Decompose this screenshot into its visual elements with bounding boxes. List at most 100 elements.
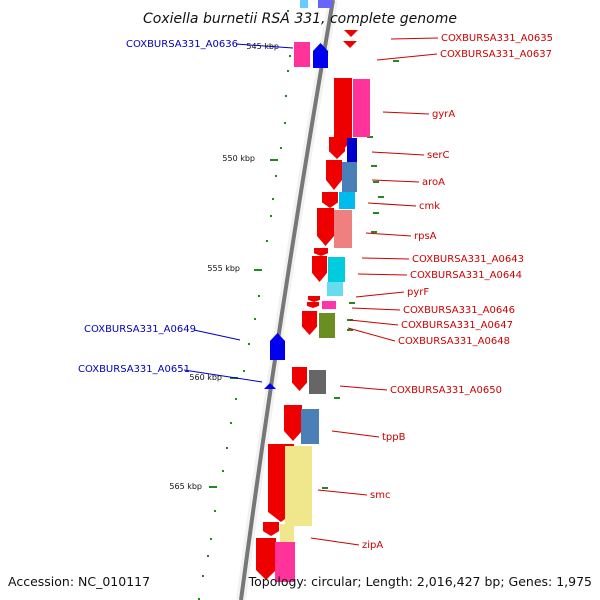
gene-label-right: COXBURSA331_A0647 bbox=[401, 320, 513, 331]
gene-label-right: COXBURSA331_A0643 bbox=[412, 254, 524, 265]
minor-tick bbox=[280, 147, 282, 149]
gene-a0636-arrow bbox=[313, 43, 328, 68]
gene-features bbox=[256, 0, 358, 580]
label-leader-line bbox=[193, 329, 241, 341]
cog-box bbox=[327, 282, 343, 296]
cog-box bbox=[275, 542, 295, 582]
gene-label-right: aroA bbox=[422, 177, 445, 188]
gene-label-right: serC bbox=[427, 150, 449, 161]
gene-a0651-arrow bbox=[264, 383, 276, 389]
gene-label-left: COXBURSA331_A0651 bbox=[78, 364, 190, 375]
gene-a0649-arrow bbox=[270, 333, 285, 360]
label-leader-line bbox=[310, 537, 360, 546]
gene-zipA-arrow bbox=[263, 522, 279, 536]
gene-fragment bbox=[318, 0, 332, 8]
cog-features bbox=[275, 42, 370, 582]
cog-box bbox=[328, 257, 345, 282]
gene-aroA-arrow bbox=[326, 160, 342, 190]
label-leader-line bbox=[376, 53, 438, 61]
gene-pyrF-arrow bbox=[308, 296, 320, 302]
minor-tick bbox=[285, 95, 287, 97]
label-leader-line bbox=[349, 319, 399, 326]
gene-gyrA-arrow bbox=[334, 78, 352, 150]
minor-tick bbox=[270, 215, 272, 217]
backbone-layer bbox=[236, 0, 338, 600]
cog-box bbox=[322, 301, 336, 309]
minor-tick bbox=[258, 295, 260, 297]
gene-label-right: COXBURSA331_A0635 bbox=[441, 33, 553, 44]
label-leader-line bbox=[317, 489, 368, 496]
gene-fragment bbox=[300, 0, 308, 8]
gene-label-right: pyrF bbox=[407, 287, 429, 298]
genome-backbone bbox=[239, 0, 335, 600]
gene-label-right: smc bbox=[370, 490, 390, 501]
minor-tick bbox=[289, 55, 291, 57]
minor-tick bbox=[248, 343, 250, 345]
minor-tick bbox=[198, 598, 200, 600]
minor-tick bbox=[266, 240, 268, 242]
gene-rpsA-arrow bbox=[317, 208, 334, 246]
minor-tick bbox=[287, 10, 289, 12]
cog-box bbox=[353, 79, 370, 137]
gene-label-right: COXBURSA331_A0637 bbox=[440, 49, 552, 60]
cog-box bbox=[334, 210, 352, 248]
scale-ticks: 545 kbp 550 kbp 555 kbp 560 kbp 565 kbp bbox=[169, 10, 399, 600]
minor-tick bbox=[287, 70, 289, 72]
label-leader-line bbox=[357, 273, 408, 276]
major-tick-label: 545 kbp bbox=[246, 42, 279, 51]
gene-label-right: rpsA bbox=[414, 231, 437, 242]
cog-box bbox=[339, 192, 355, 209]
cog-box bbox=[285, 446, 312, 526]
gene-label-left: COXBURSA331_A0649 bbox=[84, 324, 196, 335]
gene-next-arrow bbox=[256, 538, 276, 580]
minor-tick bbox=[210, 538, 212, 540]
gene-label-right: zipA bbox=[362, 540, 383, 551]
minor-tick bbox=[202, 575, 204, 577]
label-leader-line bbox=[382, 111, 430, 115]
major-tick-label: 555 kbp bbox=[207, 264, 240, 273]
minor-tick bbox=[275, 175, 277, 177]
minor-tick bbox=[284, 122, 286, 124]
major-tick-label: 560 kbp bbox=[189, 373, 222, 382]
cog-box bbox=[301, 409, 319, 444]
label-leader-line bbox=[371, 151, 425, 156]
label-leader-line bbox=[339, 385, 388, 391]
gene-label-right: COXBURSA331_A0644 bbox=[410, 270, 522, 281]
gene-label-right: COXBURSA331_A0646 bbox=[403, 305, 515, 316]
map-title: Coxiella burnetii RSA 331, complete geno… bbox=[143, 11, 457, 27]
gene-a0643-arrow bbox=[314, 248, 328, 256]
label-leader-line bbox=[371, 179, 420, 183]
minor-tick bbox=[230, 422, 232, 424]
cog-box bbox=[347, 138, 357, 162]
label-leader-line bbox=[365, 232, 412, 237]
major-tick-label: 550 kbp bbox=[222, 154, 255, 163]
minor-tick bbox=[214, 510, 216, 512]
accession-text: Accession: NC_010117 bbox=[8, 574, 150, 589]
cog-box bbox=[309, 370, 326, 394]
minor-tick bbox=[207, 555, 209, 557]
cog-box bbox=[280, 524, 294, 542]
minor-tick bbox=[235, 398, 237, 400]
minor-tick bbox=[254, 318, 256, 320]
gene-a0647-arrow bbox=[302, 311, 317, 335]
label-leader-line bbox=[367, 202, 417, 207]
gene-a0644-arrow bbox=[312, 256, 327, 282]
label-leader-line bbox=[361, 257, 410, 260]
gene-label-right: cmk bbox=[419, 201, 440, 212]
cog-box bbox=[342, 162, 357, 192]
cog-box bbox=[294, 42, 310, 67]
major-tick-label: 565 kbp bbox=[169, 482, 202, 491]
gene-label-right: COXBURSA331_A0648 bbox=[398, 336, 510, 347]
label-leader-line bbox=[355, 291, 405, 298]
minor-tick bbox=[226, 447, 228, 449]
label-leader-line bbox=[183, 369, 263, 383]
minor-tick bbox=[243, 370, 245, 372]
forward-gene-arrow bbox=[344, 30, 358, 37]
label-leader-line bbox=[331, 430, 380, 438]
label-leader-line bbox=[235, 43, 294, 49]
gene-labels: COXBURSA331_A0635 COXBURSA331_A0637 gyrA se… bbox=[78, 33, 553, 551]
gene-cmk-arrow bbox=[322, 192, 338, 208]
gene-label-right: gyrA bbox=[432, 109, 455, 120]
minor-tick bbox=[222, 470, 224, 472]
